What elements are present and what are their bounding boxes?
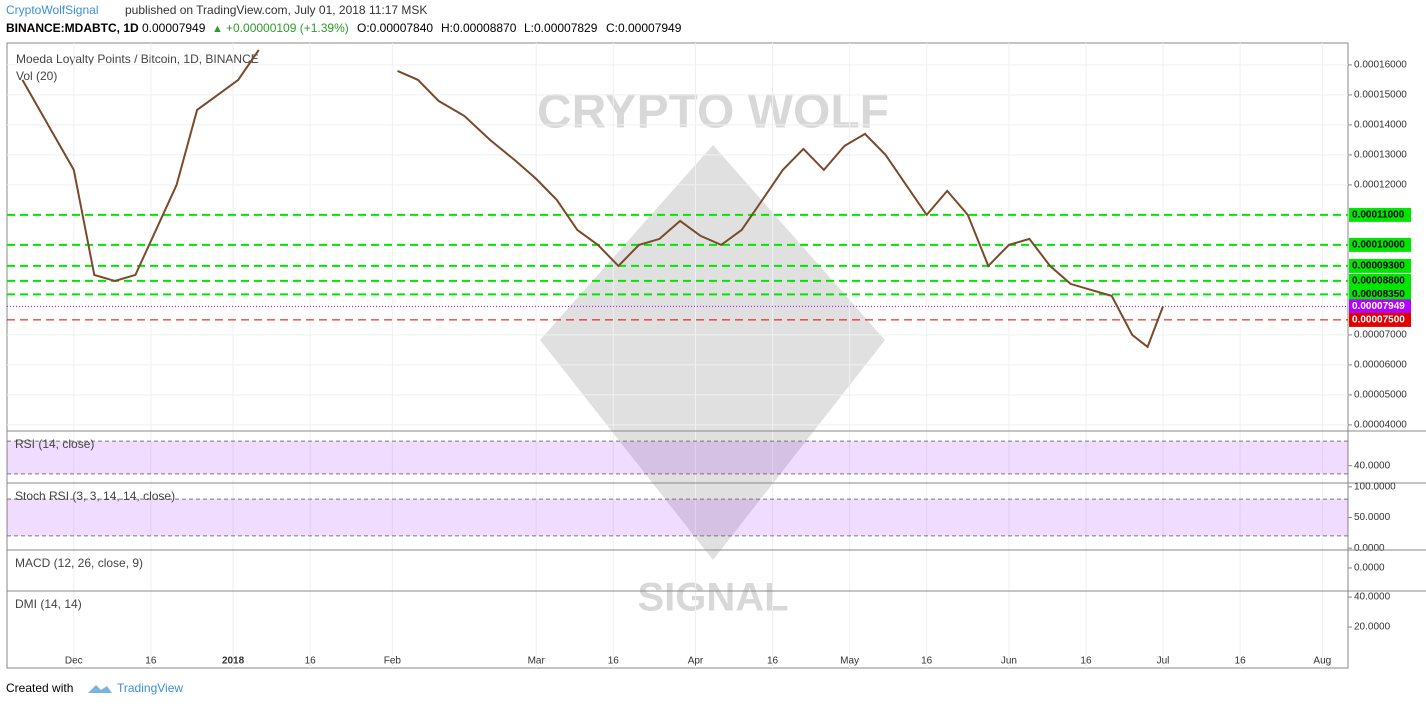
y-tick-label: 100.0000 xyxy=(1354,481,1396,492)
close: C:0.00007949 xyxy=(606,21,682,35)
x-tick-label: Aug xyxy=(1313,656,1331,667)
watermark-logo xyxy=(540,145,885,560)
x-tick-label: 16 xyxy=(608,656,620,667)
low: L:0.00007829 xyxy=(524,21,598,35)
x-tick-label: Jul xyxy=(1157,656,1170,667)
y-tick-label: 0.0000 xyxy=(1354,543,1385,554)
published: published on TradingView.com, July 01, 2… xyxy=(125,3,427,17)
x-tick-label: May xyxy=(840,656,859,667)
panel-label: DMI (14, 14) xyxy=(15,597,82,611)
x-tick-label: Dec xyxy=(65,656,83,667)
y-tick-label: 40.0000 xyxy=(1354,592,1391,603)
level-label: 0.00007500 xyxy=(1352,315,1405,326)
x-tick-label: 16 xyxy=(1080,656,1092,667)
level-tag xyxy=(1349,273,1411,288)
symbol: BINANCE:MDABTC, 1D xyxy=(6,21,139,35)
x-tick-label: 2018 xyxy=(222,656,245,667)
level-tag xyxy=(1349,287,1411,302)
x-tick-label: Jun xyxy=(1001,656,1017,667)
level-label: 0.00011000 xyxy=(1352,210,1405,221)
y-tick-label: 0.00012000 xyxy=(1354,180,1407,191)
y-tick-label: 0.00007000 xyxy=(1354,330,1407,341)
x-tick-label: 16 xyxy=(767,656,779,667)
watermark: CRYPTO WOLF xyxy=(537,86,889,139)
x-tick-label: Mar xyxy=(528,656,546,667)
x-tick-label: Apr xyxy=(688,656,704,667)
tv-logo xyxy=(88,685,112,693)
level-label: 0.00007949 xyxy=(1352,301,1405,312)
brand[interactable]: TradingView xyxy=(117,681,183,695)
y-tick-label: 20.0000 xyxy=(1354,622,1391,633)
y-tick-label: 0.00016000 xyxy=(1354,60,1407,71)
level-label: 0.00008800 xyxy=(1352,276,1405,287)
level-tag xyxy=(1349,299,1411,314)
level-label: 0.00009300 xyxy=(1352,261,1405,272)
panel-band xyxy=(7,499,1348,536)
level-tag xyxy=(1349,237,1411,252)
y-tick-label: 0.00015000 xyxy=(1354,90,1407,101)
y-tick-label: 0.00006000 xyxy=(1354,360,1407,371)
y-tick-label: 0.00014000 xyxy=(1354,120,1407,131)
y-tick-label: 0.00013000 xyxy=(1354,150,1407,161)
legend-title: Moeda Loyalty Points / Bitcoin, 1D, BINA… xyxy=(16,52,259,66)
x-tick-label: 16 xyxy=(921,656,933,667)
panel-label: Stoch RSI (3, 3, 14, 14, close) xyxy=(15,489,175,503)
level-label: 0.00008350 xyxy=(1352,289,1405,300)
watermark: SIGNAL xyxy=(637,576,788,620)
x-tick-label: Feb xyxy=(384,656,402,667)
y-tick-label: 0.00004000 xyxy=(1354,420,1407,431)
created-with: Created with xyxy=(6,681,73,695)
level-label: 0.00010000 xyxy=(1352,240,1405,251)
change: +0.00000109 (+1.39%) xyxy=(226,21,349,35)
level-tag xyxy=(1349,207,1411,222)
price-line xyxy=(21,49,1164,349)
y-tick-label: 0.0000 xyxy=(1354,563,1385,574)
y-tick-label: 0.00005000 xyxy=(1354,390,1407,401)
panel-label: RSI (14, close) xyxy=(15,437,94,451)
arrow: ▲ xyxy=(212,23,223,35)
y-tick-label: 40.0000 xyxy=(1354,460,1391,471)
level-tag xyxy=(1349,258,1411,273)
high: H:0.00008870 xyxy=(441,21,517,35)
level-tag xyxy=(1349,312,1411,327)
panel-band xyxy=(7,441,1348,474)
legend-volume: Vol (20) xyxy=(16,69,57,83)
author[interactable]: CryptoWolfSignal xyxy=(6,3,98,17)
x-tick-label: 16 xyxy=(145,656,157,667)
open: O:0.00007840 xyxy=(357,21,433,35)
x-tick-label: 16 xyxy=(1235,656,1247,667)
x-tick-label: 16 xyxy=(305,656,317,667)
y-tick-label: 50.0000 xyxy=(1354,512,1391,523)
last: 0.00007949 xyxy=(142,21,206,35)
panel-label: MACD (12, 26, close, 9) xyxy=(15,556,143,570)
